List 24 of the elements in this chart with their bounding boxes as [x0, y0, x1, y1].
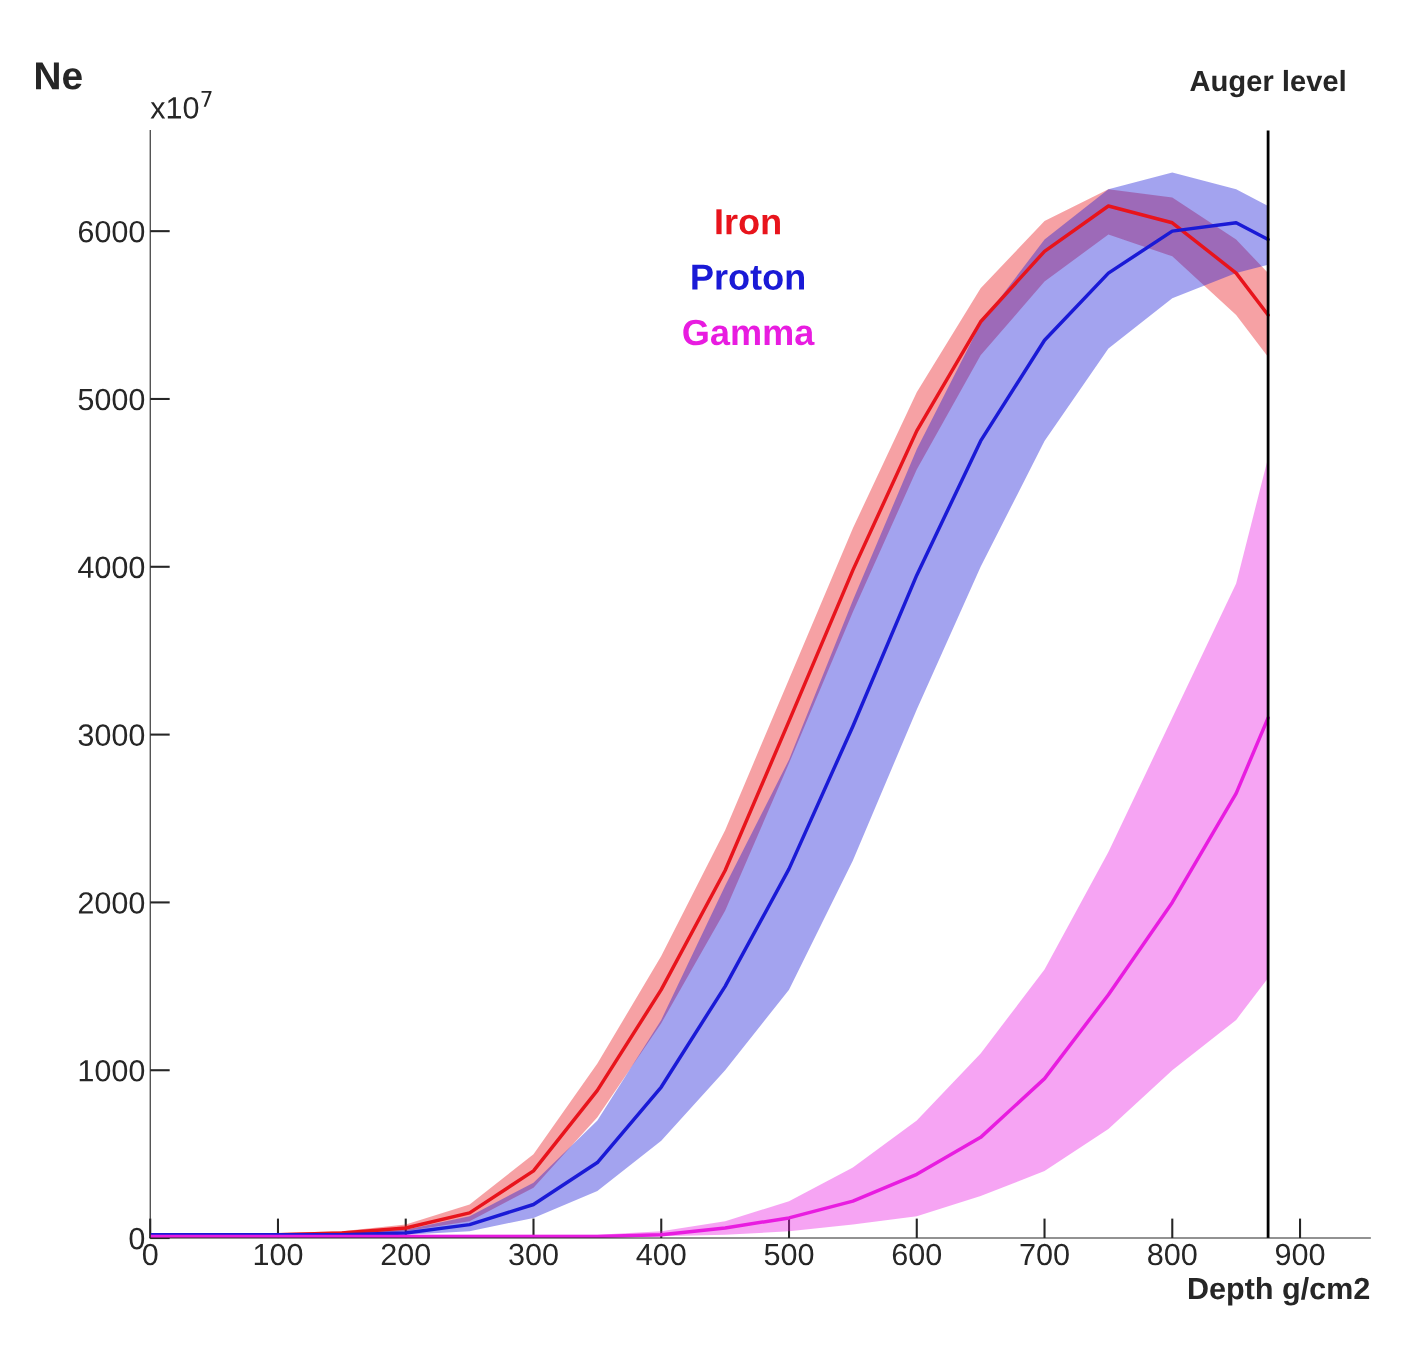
y-tick-label: 6000	[78, 220, 145, 243]
x-axis-title: Depth g/cm2	[1188, 1276, 1370, 1306]
text: Iron	[716, 209, 780, 235]
y-tick-label: 0	[129, 1227, 145, 1250]
x-tick-label: 400	[636, 1243, 686, 1266]
line-series	[150, 716, 1270, 1239]
ref-line-label: Auger level	[1190, 69, 1345, 98]
y-tick-label: 5000	[78, 388, 145, 411]
x-tick-label: 700	[1020, 1243, 1069, 1266]
x-tick-label: 800	[1148, 1243, 1197, 1266]
text: x10$^{7}$	[150, 91, 212, 119]
y-tick-label: 2000	[78, 892, 145, 914]
x-tick-label: 300	[509, 1243, 558, 1266]
x-tick-label: 500	[764, 1243, 814, 1266]
y-axis-title: Ne	[36, 62, 82, 90]
y-tick-label: 4000	[78, 556, 145, 579]
y-tick-label: 1000	[79, 1059, 145, 1082]
text: Gamma	[683, 319, 815, 346]
x-tick-label: 600	[892, 1243, 942, 1266]
y-tick-label: 3000	[78, 724, 145, 746]
text: Proton	[692, 264, 804, 290]
x-tick-label: 200	[381, 1243, 431, 1266]
x-tick-label: 100	[254, 1243, 303, 1266]
x-tick-label: 900	[1275, 1243, 1325, 1266]
